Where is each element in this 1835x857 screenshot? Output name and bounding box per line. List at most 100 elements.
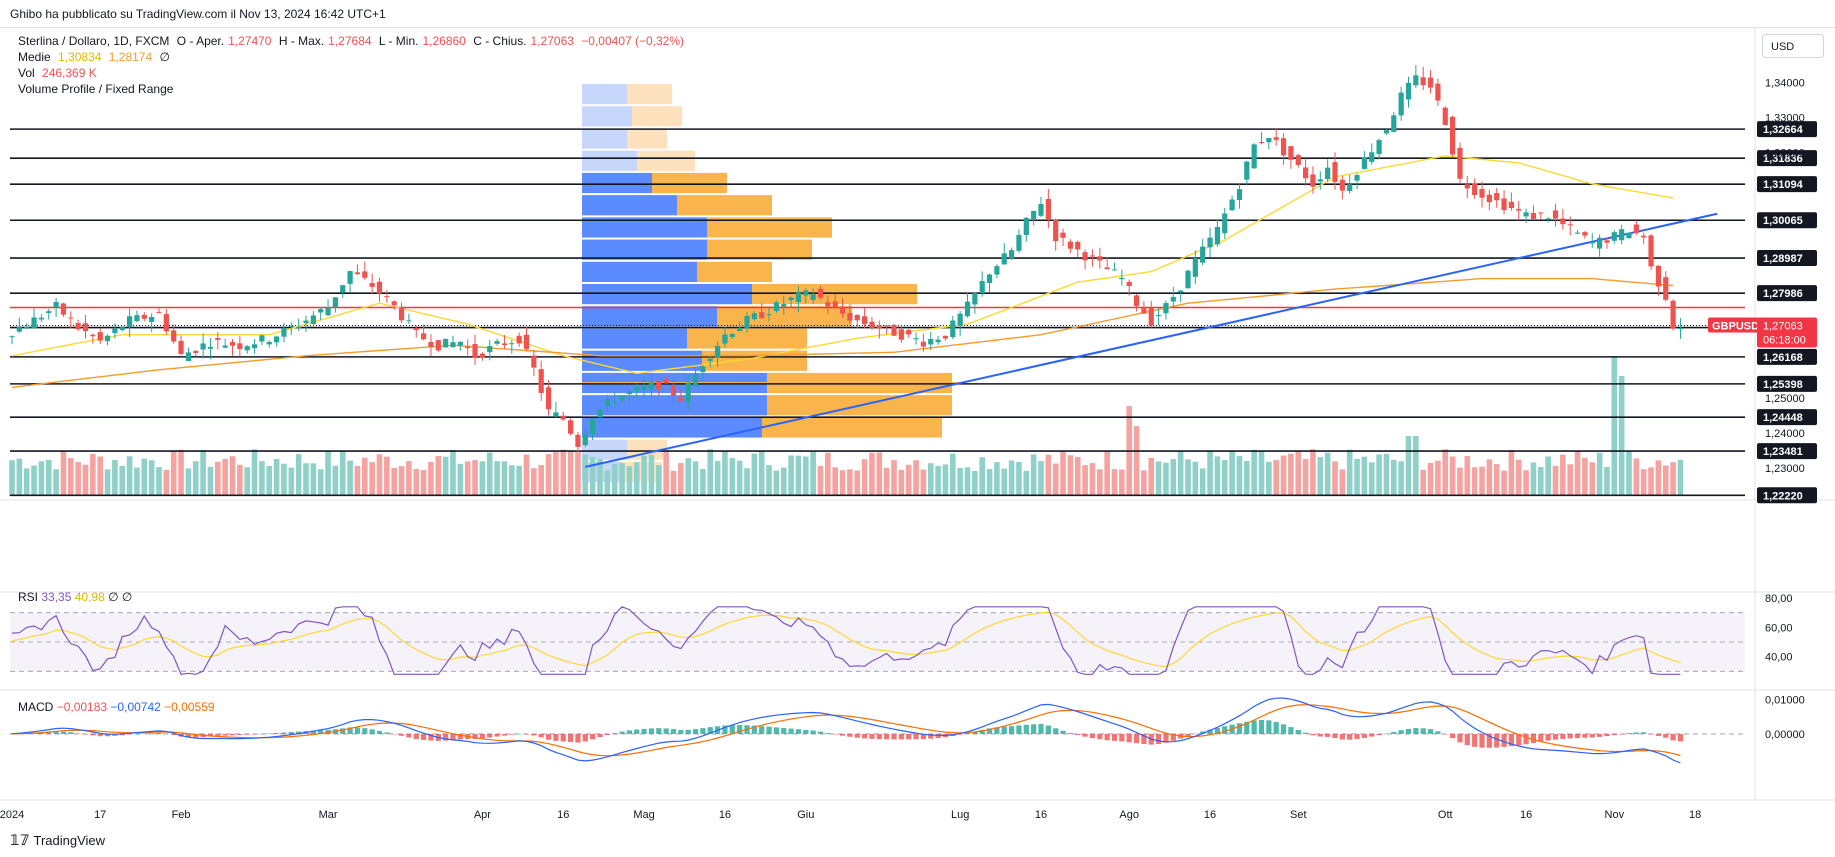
candle-body <box>759 312 765 319</box>
chart-frame[interactable]: 1,32664 1,31836 1,31094 1,30065 1,28987 1,279… <box>0 27 1835 828</box>
volume-bar <box>391 468 397 496</box>
candle-body <box>678 397 684 401</box>
footer-logo[interactable]: ⁠𝟙𝟟 TradingView <box>10 832 105 849</box>
legend-ma[interactable]: Medie 1,30834 1,28174 ∅ <box>18 49 174 65</box>
volume-bar <box>1302 459 1309 496</box>
candle-body <box>1038 204 1044 216</box>
volume-bar <box>788 455 794 496</box>
macd-histogram-bar <box>678 729 684 734</box>
macd-histogram-bar <box>972 731 978 734</box>
macd-legend[interactable]: MACD −0,00183 −0,00742 −0,00559 <box>18 700 215 714</box>
symbol-badge <box>1708 317 1758 333</box>
price-badge <box>1757 317 1817 348</box>
volume-bar <box>1677 459 1684 496</box>
legend-vp[interactable]: Volume Profile / Fixed Range <box>18 81 177 97</box>
macd-histogram-bar <box>737 725 743 734</box>
macd-histogram-bar <box>207 733 214 737</box>
volume-bar <box>1464 456 1471 496</box>
volume-bar <box>1133 426 1140 496</box>
volume-bar <box>442 456 449 496</box>
macd-histogram-bar <box>1200 731 1206 734</box>
candle-body <box>1398 92 1404 116</box>
macd-histogram-bar <box>193 733 199 738</box>
macd-histogram-bar <box>472 733 478 739</box>
volume-bar <box>523 454 530 496</box>
candle-body <box>1222 213 1228 234</box>
volume-bar <box>582 454 589 496</box>
macd-histogram-bar <box>509 733 515 735</box>
macd-histogram-bar <box>847 733 853 737</box>
candle-body <box>457 342 463 346</box>
chart-svg[interactable]: 1,32664 1,31836 1,31094 1,30065 1,28987 1,279… <box>0 28 1835 828</box>
candle-body <box>1097 256 1103 261</box>
macd-histogram-bar <box>1141 733 1147 745</box>
volume-bar <box>339 451 346 496</box>
candle-body <box>737 327 743 332</box>
candle-body <box>1303 167 1309 179</box>
candle-body <box>163 314 169 332</box>
candle-body <box>185 352 191 362</box>
volume-bar <box>1199 468 1206 496</box>
legend-ma-extra: ∅ <box>159 50 170 64</box>
candle-body <box>465 346 471 349</box>
volume-bar <box>1266 461 1272 496</box>
macd-histogram-bar <box>251 733 258 735</box>
candle-body <box>1530 212 1537 219</box>
volume-bar <box>979 457 985 496</box>
macd-histogram-bar <box>1016 725 1022 734</box>
candle-body <box>847 312 853 321</box>
candle-body <box>1207 237 1213 248</box>
time-tick: Set <box>1290 809 1307 821</box>
macd-histogram-bar <box>266 733 272 734</box>
candle-body <box>127 316 133 328</box>
legend-symbol[interactable]: Sterlina / Dollaro, 1D, FXCM <box>18 34 170 48</box>
candle-body <box>501 343 508 346</box>
macd-histogram-bar <box>1641 732 1647 734</box>
level-label: 1,32664 <box>1763 124 1804 136</box>
volume-profile-up-row <box>582 195 677 216</box>
volume-bar <box>347 460 353 496</box>
level-badge <box>1757 121 1817 138</box>
candle-body <box>435 340 441 351</box>
macd-histogram-bar <box>171 733 177 735</box>
macd-histogram-bar <box>1611 733 1617 736</box>
candle-body <box>156 312 162 314</box>
candle-body <box>82 323 89 332</box>
macd-histogram-bar <box>788 728 794 734</box>
candle-body <box>1435 83 1441 101</box>
candle-body <box>149 316 155 322</box>
volume-bar <box>354 465 361 496</box>
macd-histogram-bar <box>795 729 802 734</box>
volume-bar <box>1258 451 1265 496</box>
candle-body <box>1258 142 1265 144</box>
rsi-legend[interactable]: RSI 33,35 40,98 ∅ ∅ <box>18 590 132 604</box>
volume-profile-up-row <box>582 150 637 171</box>
macd-histogram-bar <box>1251 720 1257 734</box>
macd-histogram-bar <box>854 733 860 738</box>
volume-bar <box>369 462 375 496</box>
macd-histogram-bar <box>1501 733 1507 747</box>
macd-histogram-bar <box>957 733 963 735</box>
currency-button[interactable]: USD <box>1762 34 1824 58</box>
volume-bar <box>486 452 493 496</box>
macd-histogram-bar <box>560 733 566 742</box>
candle-body <box>597 409 603 418</box>
volume-bar <box>1030 454 1037 496</box>
volume-bar <box>913 460 919 496</box>
macd-histogram-bar <box>376 730 383 734</box>
macd-histogram-bar <box>759 726 765 734</box>
macd-histogram-bar <box>707 727 713 734</box>
volume-bar <box>1368 462 1375 496</box>
macd-histogram-bar <box>1310 733 1316 736</box>
candle-body <box>1361 157 1367 169</box>
candle-body <box>1273 137 1279 140</box>
macd-histogram-bar <box>1082 733 1088 737</box>
macd-histogram-bar <box>1369 733 1375 737</box>
macd-histogram-bar <box>1075 733 1081 735</box>
candle-body <box>200 343 206 350</box>
macd-histogram-bar <box>1045 725 1051 734</box>
rsi-ma-line <box>11 611 1681 668</box>
candle-body <box>487 346 493 353</box>
volume-bar <box>1251 449 1257 496</box>
legend-vol[interactable]: Vol 246,369 K <box>18 65 101 81</box>
